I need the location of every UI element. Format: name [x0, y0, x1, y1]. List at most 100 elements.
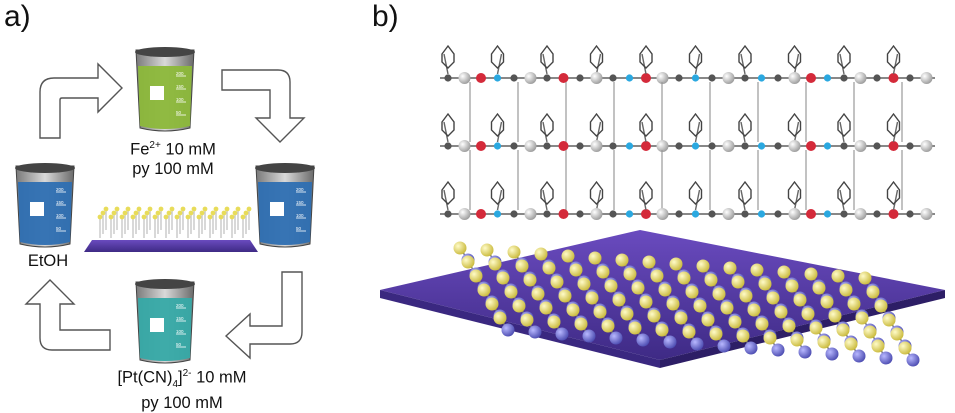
pt-atom: [788, 208, 801, 220]
pyridine-bond: [892, 121, 899, 143]
fe-caption: Fe2+ 10 mM py 100 mM: [130, 140, 216, 178]
sulfur-atom: [712, 287, 726, 301]
atom: [444, 210, 452, 218]
graduation-label: 200: [296, 187, 304, 192]
pt-atom: [854, 208, 867, 220]
sulfur-atom: [642, 255, 656, 269]
pt-atom: [458, 208, 471, 220]
pillar-top: [122, 210, 128, 216]
sulfur-atom: [547, 315, 561, 329]
sulfur-atom: [596, 265, 610, 279]
graduation-label: 100: [176, 329, 184, 334]
pillar-top: [147, 206, 153, 212]
sulfur-atom: [677, 271, 691, 285]
atom: [708, 210, 716, 218]
sulfur-atom: [647, 309, 661, 323]
pyridine-ring: [787, 44, 802, 69]
atom: [510, 210, 518, 218]
pillar-top: [169, 206, 175, 212]
atom: [823, 142, 832, 150]
pyridine-ring: [490, 180, 505, 205]
atom: [444, 74, 452, 82]
sulfur-atom: [793, 293, 807, 307]
atom: [476, 141, 486, 151]
sulfur-atom: [839, 283, 853, 297]
pyridine-bond: [740, 53, 746, 75]
sulfur-atom: [750, 263, 764, 277]
pyridine-ring: [589, 112, 604, 137]
pillar-top: [103, 206, 109, 212]
gold-atom: [690, 337, 704, 351]
pyridine-ring: [837, 44, 851, 69]
beaker-label-patch: [150, 86, 164, 100]
beaker-liquid: [258, 182, 312, 245]
arrow-top-left: [39, 62, 123, 139]
sulfur-atom: [855, 311, 869, 325]
graduation-label: 100: [176, 97, 184, 102]
gold-atom: [663, 335, 677, 349]
panel-a-label: a): [4, 0, 31, 33]
atom: [675, 210, 683, 218]
pyridine-bond: [740, 189, 746, 211]
pyridine-bond: [496, 53, 503, 75]
atom: [609, 142, 617, 150]
sulfur-atom: [507, 245, 521, 259]
pyridine-bond: [496, 121, 503, 143]
pt-atom: [854, 72, 867, 84]
atom: [476, 73, 486, 83]
pyridine-ring: [441, 112, 455, 137]
pt-atom: [854, 140, 867, 152]
graduation-label: 200: [56, 187, 64, 192]
pyridine-bond: [740, 121, 746, 143]
gold-atom: [879, 351, 893, 365]
pyridine-ring: [688, 44, 703, 69]
sulfur-atom: [874, 299, 888, 313]
figure: a) b): [4, 0, 945, 412]
sulfur-atom: [801, 307, 815, 321]
sulfur-atom: [534, 247, 548, 261]
atom: [493, 210, 502, 218]
atom: [888, 209, 899, 219]
atom: [558, 141, 569, 151]
gold-atom: [528, 325, 542, 339]
framework-layer: [440, 180, 935, 220]
pillar-top: [130, 214, 136, 220]
pyridine-bond: [641, 121, 647, 143]
sulfur-atom: [693, 299, 707, 313]
atom: [708, 74, 716, 82]
atom: [757, 142, 766, 150]
pt-atom: [590, 140, 603, 152]
atom: [906, 142, 914, 150]
atom: [906, 210, 914, 218]
pillar-top: [97, 214, 103, 220]
pt-atom: [788, 72, 801, 84]
pyridine-ring: [886, 44, 901, 69]
illustration: 200 150 100 50 200 150 100 50 200 150 100 50 200 150 1…: [15, 44, 945, 368]
sulfur-atom: [612, 293, 626, 307]
arrow-top-right: [221, 69, 306, 143]
sulfur-atom: [820, 295, 834, 309]
pillar-top: [210, 210, 216, 216]
pyridine-ring: [441, 180, 455, 205]
beaker-rim: [135, 47, 195, 57]
graduation-label: 50: [176, 342, 182, 347]
sulfur-atom: [531, 287, 545, 301]
atom: [774, 142, 782, 150]
sulfur-atom: [461, 255, 475, 269]
gold-atom: [852, 349, 866, 363]
pyridine-bond: [839, 189, 845, 211]
pillar-top: [243, 210, 249, 216]
pillar-top: [240, 214, 246, 220]
atom: [906, 74, 914, 82]
pyridine-ring: [540, 112, 554, 137]
pillar-top: [185, 214, 191, 220]
sulfur-atom: [604, 279, 618, 293]
beaker-fe-solution: 200 150 100 50: [135, 47, 195, 132]
sulfur-atom: [593, 305, 607, 319]
pyridine-ring: [837, 112, 851, 137]
sulfur-atom: [477, 283, 491, 297]
pt-atom: [524, 208, 537, 220]
pyridine-ring: [738, 44, 752, 69]
gold-atom: [906, 353, 920, 367]
pt-atom: [920, 208, 933, 220]
